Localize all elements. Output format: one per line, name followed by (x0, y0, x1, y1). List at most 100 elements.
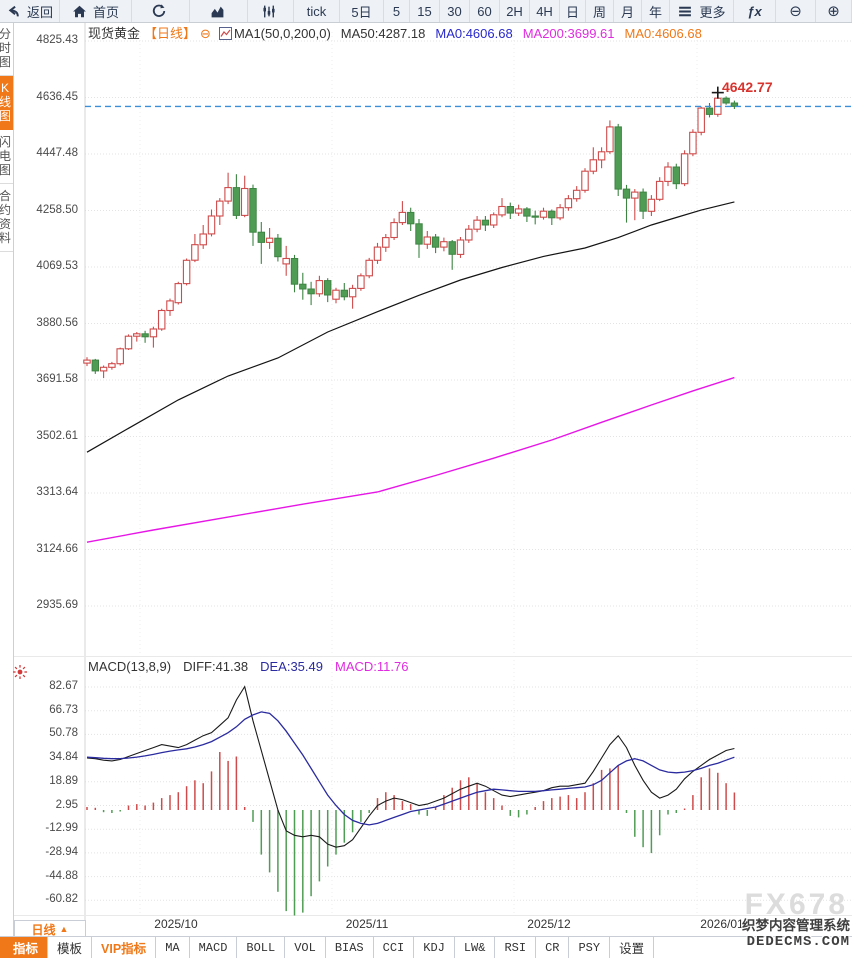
macd-y-axis-label: -60.82 (45, 893, 78, 906)
toolbar-label: 日 (565, 4, 579, 20)
sidebar-item-tab[interactable]: 合约资料 (0, 184, 13, 252)
toolbar-period-year-button[interactable]: 年 (642, 0, 670, 22)
indicator-tab-[interactable]: 模板 (48, 937, 93, 958)
indicator-tab-[interactable]: 设置 (610, 937, 655, 958)
candle-body (514, 208, 523, 214)
candle-body (274, 237, 282, 258)
macd-y-axis-label: 66.73 (49, 703, 78, 716)
candle-body (191, 244, 199, 261)
main-y-axis-label: 4258.50 (36, 203, 78, 216)
candle-body (606, 126, 614, 153)
sidebar-item-tab[interactable]: 闪电图 (0, 130, 13, 184)
menu-icon (677, 4, 696, 19)
toolbar-period-15-button[interactable]: 15 (410, 0, 440, 22)
sidebar-item-char: 合 (0, 189, 11, 203)
indicator-tab-MACD[interactable]: MACD (189, 937, 238, 958)
candle-body (216, 200, 224, 217)
candle-body (124, 335, 133, 350)
toolbar-period-4h-button[interactable]: 4H (530, 0, 560, 22)
indicator-tab-CR[interactable]: CR (536, 937, 570, 958)
toolbar-label: 年 (648, 4, 662, 20)
toolbar-back-button[interactable]: 返回 (0, 0, 60, 22)
refresh-icon (151, 3, 170, 19)
indicator-tab-KDJ[interactable]: KDJ (414, 937, 455, 958)
toolbar-zoom-out-button[interactable]: ⊖ (776, 0, 816, 22)
toolbar-home-button[interactable]: 首页 (60, 0, 132, 22)
x-axis-label: 2025/10 (154, 917, 198, 931)
toolbar-period-5d-button[interactable]: 5日 (340, 0, 384, 22)
candle-body (174, 283, 183, 304)
indicator-tab-[interactable]: 指标 (4, 937, 49, 958)
toolbar-more-button[interactable]: 更多 (670, 0, 734, 22)
candle-body (423, 236, 432, 245)
toolbar-fx-button[interactable]: ƒx (734, 0, 776, 22)
toolbar-refresh-icon-button[interactable] (132, 0, 190, 22)
sidebar-item-char: K (0, 81, 9, 95)
indicator-tab-BIAS[interactable]: BIAS (325, 937, 374, 958)
main-y-axis-label: 3502.61 (36, 429, 78, 442)
toolbar-label: tick (306, 3, 327, 19)
candle-body (324, 280, 332, 296)
candle-body (672, 166, 680, 185)
indicator-tab-VOL[interactable]: VOL (285, 937, 326, 958)
toolbar-tick-button[interactable]: tick (294, 0, 340, 22)
candle-body (249, 188, 257, 233)
last-high-price-label: 4642.77 (722, 79, 773, 95)
toolbar-area-chart-icon-button[interactable] (190, 0, 248, 22)
toolbar-period-week-button[interactable]: 周 (586, 0, 614, 22)
candle-body (315, 280, 324, 295)
candle-body (523, 208, 531, 217)
macd-y-axis-label: -44.88 (45, 869, 78, 882)
candle-body (722, 97, 730, 104)
indicator-tab-RSI[interactable]: RSI (495, 937, 537, 958)
sidebar-item-char: 电 (0, 149, 11, 163)
candle-body (207, 215, 216, 235)
macd-settings-icon[interactable] (11, 663, 29, 681)
toolbar-label: 月 (620, 4, 634, 20)
indicator-tab-CCI[interactable]: CCI (373, 937, 415, 958)
candle-body (232, 187, 241, 216)
toolbar-label: 返回 (26, 4, 53, 20)
candle-body (224, 187, 232, 202)
chart-header: 现货黄金 【日线】 ⊖ MA1(50,0,200,0) MA50:4287.18 MA0:… (88, 23, 712, 42)
toolbar-period-day-button[interactable]: 日 (560, 0, 586, 22)
diff-line (86, 685, 735, 848)
candle-body (614, 126, 622, 190)
toolbar-candle-chart-icon-button[interactable] (248, 0, 294, 22)
candle-body (564, 198, 573, 209)
toolbar-period-5-button[interactable]: 5 (384, 0, 410, 22)
candle-body (664, 166, 672, 182)
toolbar-period-2h-button[interactable]: 2H (500, 0, 530, 22)
indicator-tab-MA[interactable]: MA (156, 937, 190, 958)
candles-layer (83, 95, 739, 379)
main-y-axis-label: 3880.56 (36, 316, 78, 329)
candle-chart-icon (261, 4, 280, 19)
candle-body (539, 210, 548, 218)
toolbar-label: ⊕ (827, 3, 840, 20)
candle-body (332, 289, 340, 300)
sidebar-item-tab[interactable]: 分时图 (0, 22, 13, 76)
collapse-icon[interactable]: ⊖ (200, 26, 211, 41)
macd-y-axis-label: 2.95 (55, 798, 78, 811)
toolbar-period-60-button[interactable]: 60 (470, 0, 500, 22)
ma200-line (86, 376, 735, 543)
indicator-tab-LW[interactable]: LW& (454, 937, 496, 958)
chart-type-icon[interactable] (218, 26, 232, 41)
indicator-tab-BOLL[interactable]: BOLL (237, 937, 286, 958)
toolbar-period-30-button[interactable]: 30 (440, 0, 470, 22)
sidebar-item-char: 图 (0, 109, 11, 123)
toolbar-period-month-button[interactable]: 月 (614, 0, 642, 22)
candle-body (83, 359, 91, 364)
indicator-tab-PSY[interactable]: PSY (569, 937, 611, 958)
toolbar-zoom-in-button[interactable]: ⊕ (816, 0, 852, 22)
ma50-value: MA50:4287.18 (340, 26, 426, 41)
indicator-tab-VIP[interactable]: VIP指标 (92, 937, 157, 958)
candle-body (373, 246, 382, 261)
candle-body (589, 159, 598, 172)
ma-settings: MA1(50,0,200,0) (233, 26, 331, 41)
period-tag: 【日线】 (144, 26, 197, 41)
candle-body (489, 214, 498, 226)
